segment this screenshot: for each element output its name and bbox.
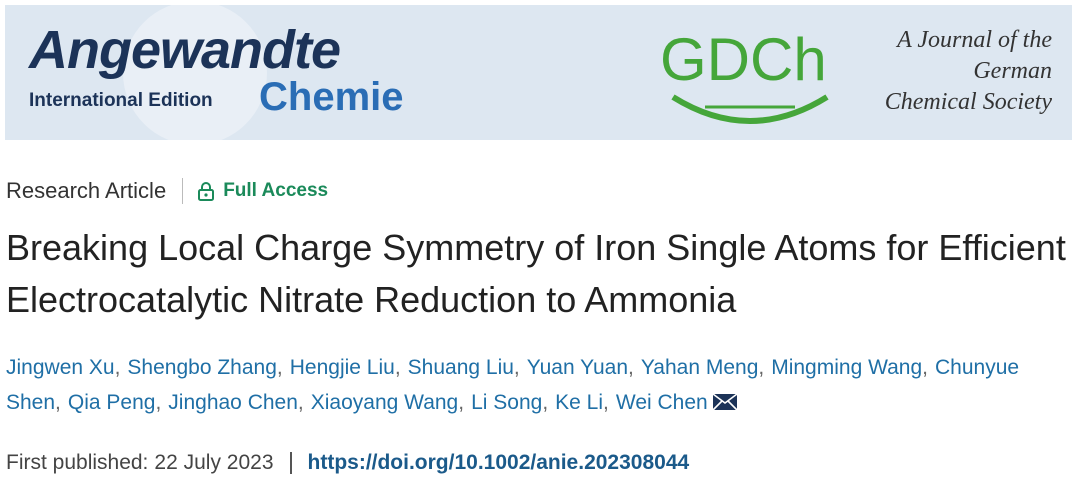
article-type: Research Article — [6, 178, 167, 203]
journal-name: Angewandte — [29, 20, 341, 80]
author-link[interactable]: Jinghao Chen — [168, 391, 310, 414]
author-link[interactable]: Hengjie Liu — [290, 356, 408, 379]
society-line: Chemical Society — [884, 89, 1052, 115]
author-list: Jingwen XuShengbo ZhangHengjie LiuShuang… — [6, 350, 1076, 420]
gdch-arc — [671, 94, 829, 124]
journal-banner: Angewandte International Edition Chemie … — [5, 5, 1072, 140]
email-icon[interactable] — [712, 393, 738, 411]
journal-subname: Chemie — [259, 75, 404, 119]
author-link[interactable]: Yuan Yuan — [527, 356, 641, 379]
author-link[interactable]: Li Song — [471, 391, 555, 414]
doi-link[interactable]: https://doi.org/10.1002/anie.202308044 — [307, 451, 690, 474]
publication-info: First published: 22 July 2023 https://do… — [6, 448, 689, 478]
edition: International Edition — [29, 90, 213, 111]
author-link[interactable]: Yahan Meng — [641, 356, 771, 379]
author-link[interactable]: Shuang Liu — [408, 356, 527, 379]
logo-circle — [123, 5, 267, 140]
published-date: 22 July 2023 — [154, 451, 274, 474]
author-link[interactable]: Wei Chen — [615, 391, 708, 414]
society-text: A Journal of the German Chemical Society — [885, 25, 1052, 118]
separator — [182, 178, 184, 204]
society-logo: GDCh — [660, 26, 827, 93]
access-label: Full Access — [223, 180, 329, 201]
banner-art — [123, 5, 829, 140]
author-link[interactable]: Qia Peng — [68, 391, 168, 414]
author-link[interactable]: Xiaoyang Wang — [311, 391, 471, 414]
separator — [289, 452, 292, 474]
author-link[interactable]: Ke Li — [555, 391, 616, 414]
society-line: A Journal of the — [897, 27, 1052, 53]
article-meta: Research Article Full Access — [6, 176, 328, 206]
article-title: Breaking Local Charge Symmetry of Iron S… — [6, 227, 1066, 320]
lock-icon — [198, 182, 215, 201]
author-link[interactable]: Jingwen Xu — [6, 356, 127, 379]
published-label: First published: — [6, 451, 149, 474]
author-link[interactable]: Mingming Wang — [771, 356, 935, 379]
author-link[interactable]: Shengbo Zhang — [127, 356, 289, 379]
society-line: German — [973, 58, 1052, 84]
